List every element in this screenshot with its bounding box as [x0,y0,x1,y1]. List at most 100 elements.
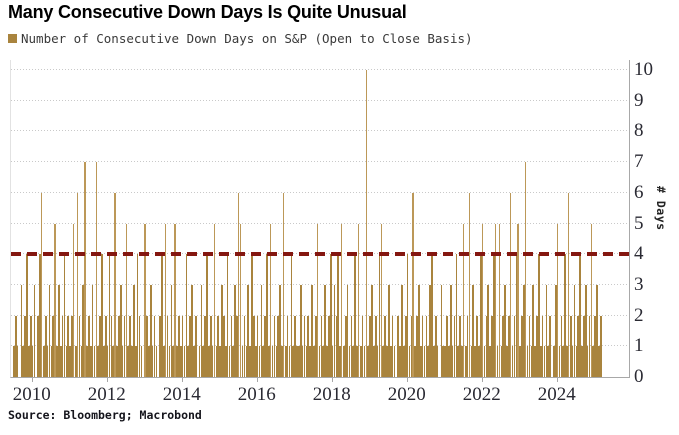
gridline-y-8 [11,130,629,132]
bar [479,254,482,377]
bar [260,284,263,377]
bar [106,346,109,377]
bar [399,346,401,377]
bar [29,315,32,377]
bar [183,346,186,377]
bar [583,315,585,377]
bar [504,284,506,377]
bar [359,346,362,377]
bar [67,315,70,377]
bar [371,284,373,377]
bar [586,346,589,377]
bar [74,346,77,377]
bar [279,284,281,377]
bar [299,284,302,377]
bar [446,315,448,377]
bar [541,315,544,377]
bar [382,346,385,377]
bar [588,315,591,377]
bar [444,346,446,377]
bar [401,284,403,377]
bar [63,254,66,377]
bar [414,346,416,377]
bar [238,192,240,377]
bar [341,223,343,377]
bar [416,315,418,377]
bar [448,346,450,377]
bar [114,192,116,377]
bar [579,254,581,377]
bar [148,346,150,377]
bar [208,346,210,377]
bar [337,254,340,377]
bar [429,284,431,377]
bar [166,315,169,377]
bar [509,192,512,377]
x-tick-label-2014: 2014 [162,384,201,405]
bar [305,346,308,377]
gridline-y-2 [11,314,629,316]
bar [374,315,377,377]
bar [20,284,23,377]
bar [376,346,379,377]
bar [547,346,550,377]
bar [116,346,118,377]
bar [236,315,238,377]
y-tick-label-5: 5 [634,212,644,234]
y-tick-label-8: 8 [634,120,644,142]
y-tick-label-10: 10 [634,59,653,80]
bar [356,346,358,377]
bar [101,254,103,377]
bar [536,315,538,377]
bar [470,346,473,377]
bar [592,346,595,377]
bar [159,315,161,377]
bar [560,315,563,377]
bar [73,223,75,377]
bar [569,315,572,377]
x-tick-label-2020: 2020 [387,384,426,405]
bar [350,315,353,377]
bar [138,315,141,377]
bar [365,70,367,377]
bar [575,346,578,377]
bar [397,315,400,377]
bar [328,315,330,377]
bar [464,346,467,377]
x-tick-label-2010: 2010 [12,384,51,405]
bar [209,315,212,377]
y-tick-label-6: 6 [634,181,644,203]
bar [140,346,143,377]
bar [519,346,521,377]
bar [52,315,55,377]
legend-label: Number of Consecutive Down Days on S&P (… [21,31,473,46]
bar [466,315,469,377]
bar [271,346,274,377]
bar [418,284,420,377]
bar [215,346,218,377]
bar [22,346,25,377]
bar [457,346,460,377]
bar [266,254,268,377]
bar [599,315,602,377]
bar [76,192,79,377]
bar [58,284,60,377]
bar [118,315,120,377]
bar [369,315,371,377]
bar [232,346,235,377]
bar [277,315,280,377]
bar [459,315,461,377]
bar [493,254,495,377]
bar [164,223,167,377]
bar [451,346,454,377]
bar [553,346,555,377]
bar [172,346,175,377]
bar [523,284,525,377]
bar [549,315,551,377]
bar [538,254,540,377]
bar [524,162,527,377]
bar [243,315,246,377]
bar [239,223,242,377]
bar [144,223,146,377]
